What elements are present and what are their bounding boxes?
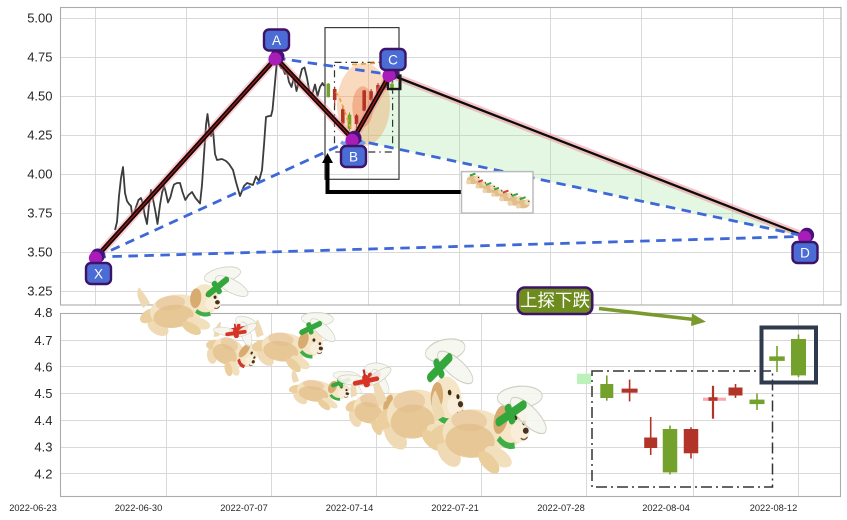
svg-text:4.8: 4.8 — [34, 305, 52, 320]
svg-text:4.7: 4.7 — [34, 333, 52, 348]
svg-text:B: B — [349, 150, 358, 165]
svg-text:A: A — [272, 33, 281, 48]
svg-text:2022-07-07: 2022-07-07 — [220, 503, 268, 513]
svg-text:3.75: 3.75 — [27, 206, 52, 221]
svg-text:4.5: 4.5 — [34, 386, 52, 401]
svg-text:4.3: 4.3 — [34, 440, 52, 455]
svg-text:2022-07-21: 2022-07-21 — [431, 503, 479, 513]
svg-text:4.25: 4.25 — [27, 128, 52, 143]
svg-text:4.00: 4.00 — [27, 167, 52, 182]
svg-text:2022-07-14: 2022-07-14 — [326, 503, 374, 513]
svg-text:上探下跌: 上探下跌 — [520, 291, 590, 311]
svg-text:2022-06-23: 2022-06-23 — [9, 503, 57, 513]
svg-text:2022-08-04: 2022-08-04 — [642, 503, 690, 513]
svg-text:4.50: 4.50 — [27, 89, 52, 104]
svg-text:3.50: 3.50 — [27, 245, 52, 260]
svg-text:4.2: 4.2 — [34, 466, 52, 481]
svg-text:4.4: 4.4 — [34, 413, 52, 428]
svg-text:5.00: 5.00 — [27, 11, 52, 26]
svg-text:2022-08-12: 2022-08-12 — [750, 503, 798, 513]
svg-text:4.75: 4.75 — [27, 50, 52, 65]
svg-text:4.6: 4.6 — [34, 360, 52, 375]
svg-text:D: D — [800, 246, 810, 261]
svg-text:C: C — [388, 53, 398, 68]
svg-text:2022-07-28: 2022-07-28 — [537, 503, 585, 513]
svg-text:2022-06-30: 2022-06-30 — [115, 503, 163, 513]
svg-text:X: X — [94, 267, 103, 282]
svg-text:3.25: 3.25 — [27, 284, 52, 299]
